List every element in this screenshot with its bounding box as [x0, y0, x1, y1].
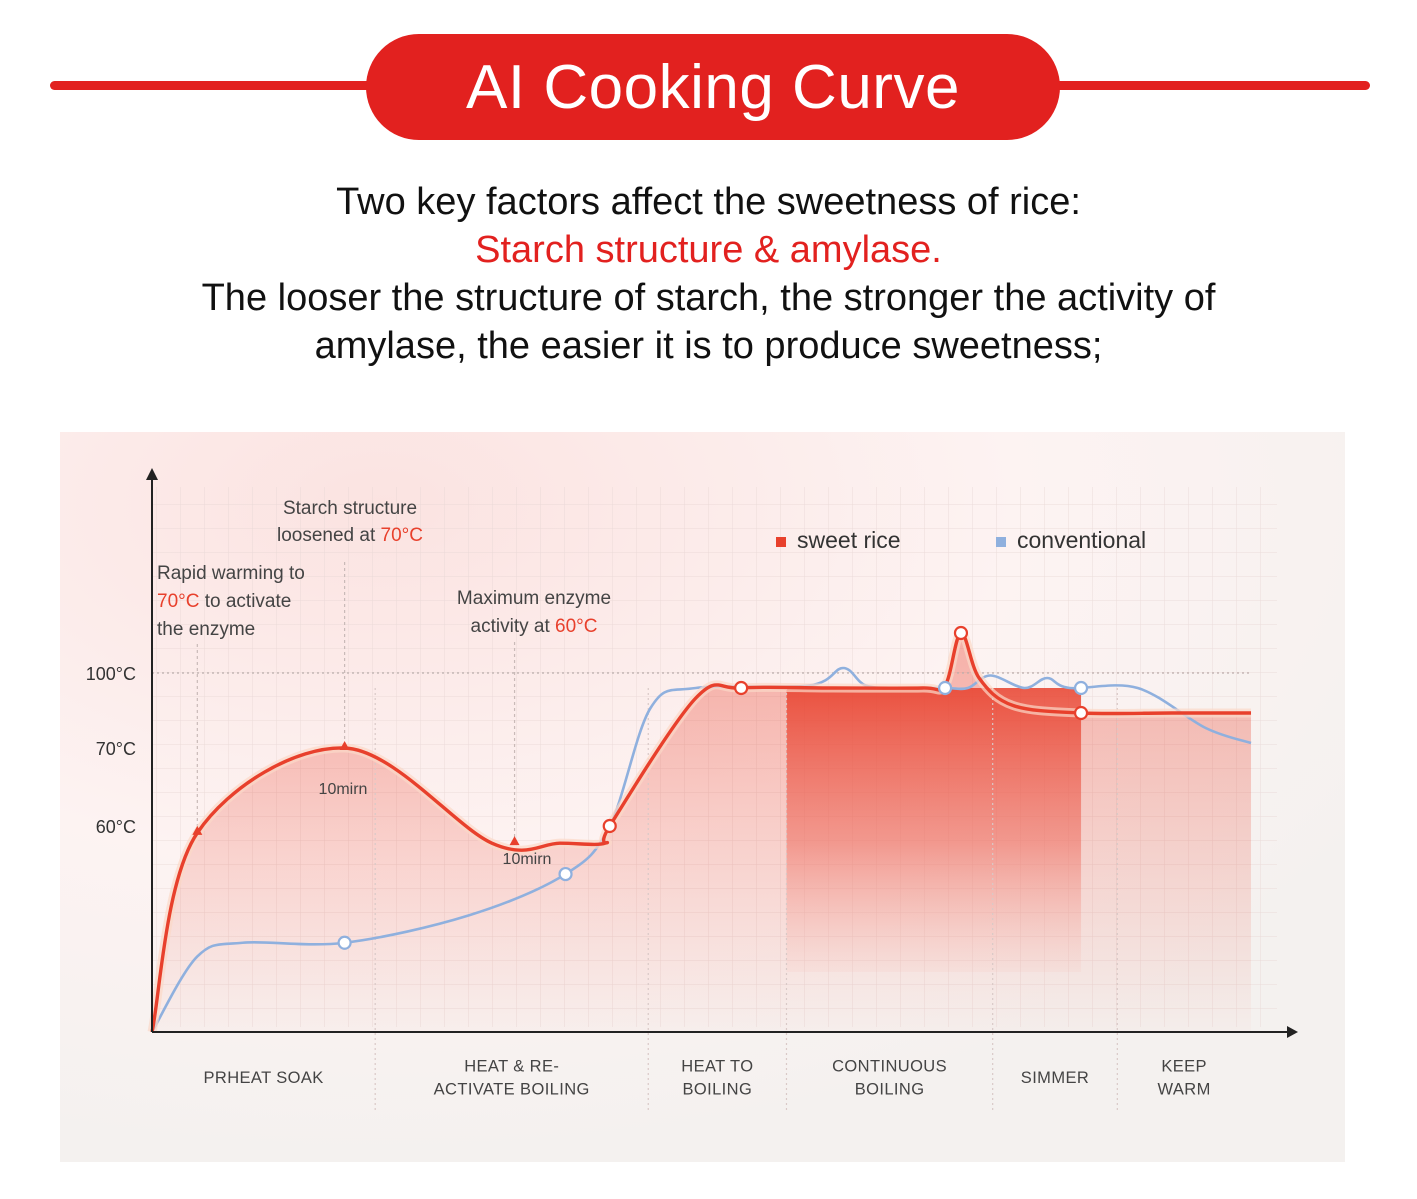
axes — [146, 468, 1298, 1038]
conventional-marker — [558, 866, 573, 882]
sweet-rice-arrow — [192, 825, 203, 835]
annotation-text: Starch structure — [283, 498, 417, 519]
sweet-rice-marker — [734, 680, 749, 696]
intro-line-1: Two key factors affect the sweetness of … — [336, 181, 1081, 223]
conventional-marker — [337, 935, 352, 950]
sweet-rice-arrow — [339, 741, 350, 750]
legend-label: conventional — [1017, 527, 1146, 553]
annotation-text: Rapid warming to — [157, 563, 305, 584]
annotation-text: Maximum enzyme — [457, 588, 611, 609]
legend-label: sweet rice — [797, 527, 901, 553]
sweet-rice-marker — [1073, 705, 1089, 721]
phase-label: BOILING — [855, 1081, 925, 1099]
header-rule-right — [1050, 81, 1370, 90]
legend-swatch — [776, 537, 786, 547]
phase-label: CONTINUOUS — [832, 1058, 947, 1076]
chart-labels: 100°C 70°C 60°C PRHEAT SOAK HEAT & RE- ACTIVA… — [86, 498, 1211, 1099]
y-tick-label: 70°C — [96, 739, 136, 759]
annotation-text: loosened at 70°C — [277, 525, 423, 546]
sweet-rice-arrow — [509, 836, 520, 846]
header-rule-left — [50, 81, 380, 90]
phase-label: PRHEAT SOAK — [203, 1069, 323, 1087]
intro-line-4: amylase, the easier it is to produce swe… — [314, 325, 1103, 367]
continuous-boiling-fill — [786, 688, 1082, 972]
sweet-rice-marker — [602, 818, 617, 834]
legend-swatch — [996, 537, 1006, 547]
annotation-text: the enzyme — [157, 619, 255, 640]
page-title: AI Cooking Curve — [466, 52, 960, 122]
phase-label: SIMMER — [1021, 1069, 1089, 1087]
intro-highlight: Starch structure & amylase. — [475, 229, 942, 271]
phase-label: HEAT & RE- — [464, 1058, 559, 1076]
title-banner: AI Cooking Curve — [366, 34, 1060, 140]
phase-label: KEEP — [1161, 1058, 1207, 1076]
annotation-text: 10mirn — [319, 781, 368, 798]
y-axis-arrow — [146, 468, 158, 480]
x-axis-arrow — [1287, 1026, 1298, 1038]
intro-line-3: The looser the structure of starch, the … — [201, 277, 1216, 319]
annotation-text: 10mirn — [503, 851, 552, 868]
phase-label: WARM — [1158, 1081, 1211, 1099]
annotation-text: activity at 60°C — [471, 616, 598, 637]
sweet-rice-marker — [953, 625, 969, 641]
area-fills — [152, 632, 1252, 1032]
y-tick-label: 100°C — [86, 664, 136, 684]
cooking-curve-chart: 100°C 70°C 60°C PRHEAT SOAK HEAT & RE- ACTIVA… — [60, 432, 1345, 1162]
conventional-marker — [1073, 680, 1089, 696]
phase-label: ACTIVATE BOILING — [434, 1081, 590, 1099]
conventional-line — [150, 666, 1252, 1033]
intro-text: Two key factors affect the sweetness of … — [0, 178, 1417, 370]
y-tick-label: 60°C — [96, 817, 136, 837]
series-markers — [192, 625, 1089, 950]
annotation-text: 70°C to activate — [157, 591, 291, 612]
conventional-marker — [937, 680, 953, 696]
phase-label: HEAT TO — [681, 1058, 753, 1076]
phase-label: BOILING — [682, 1081, 752, 1099]
